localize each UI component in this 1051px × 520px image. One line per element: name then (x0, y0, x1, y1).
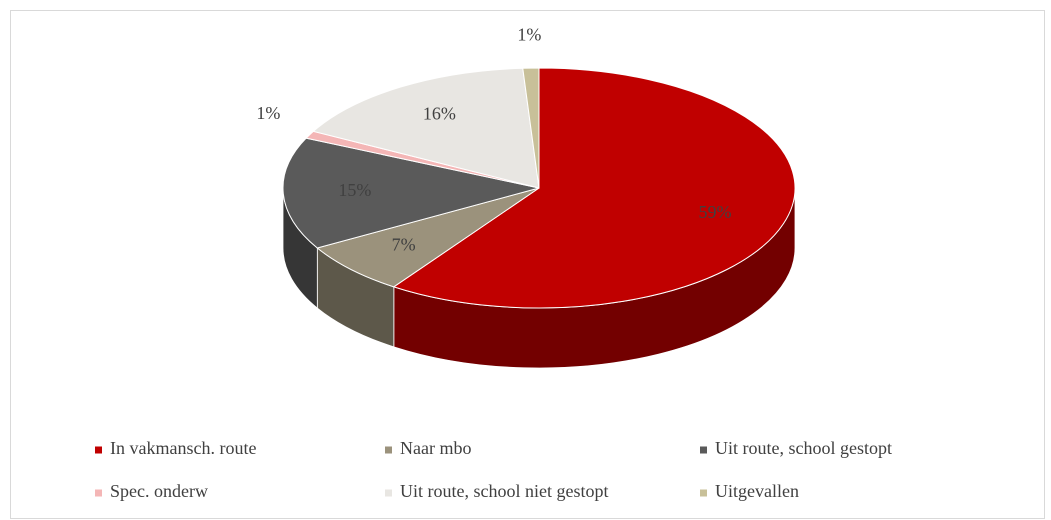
legend-label: Spec. onderw (110, 481, 208, 501)
data-label: 16% (423, 103, 456, 123)
pie-slice (282, 137, 540, 249)
legend-label: Naar mbo (400, 438, 471, 458)
legend-marker (95, 489, 102, 497)
legend-marker (700, 446, 707, 454)
legend-marker (95, 446, 102, 454)
legend-marker (385, 446, 392, 454)
pie-slice (522, 67, 540, 189)
legend-label: Uit route, school niet gestopt (400, 481, 608, 501)
data-label: 15% (338, 180, 371, 200)
legend-label: Uitgevallen (715, 481, 799, 501)
legend-label: In vakmansch. route (110, 438, 256, 458)
data-label: 1% (517, 25, 541, 45)
data-label: 7% (392, 235, 416, 255)
pie-slice (316, 187, 540, 288)
pie-slice (312, 67, 540, 189)
pie-slice (392, 67, 796, 309)
legend-marker (385, 489, 392, 497)
legend-label: Uit route, school gestopt (715, 438, 892, 458)
data-label: 1% (256, 103, 280, 123)
data-label: 59% (699, 202, 732, 222)
legend-marker (700, 489, 707, 497)
